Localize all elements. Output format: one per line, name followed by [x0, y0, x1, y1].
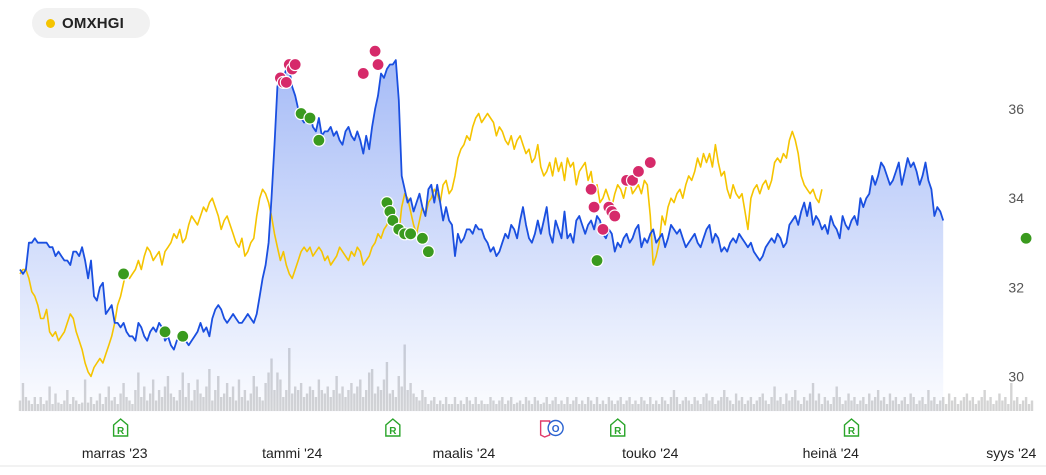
buy-marker — [403, 227, 418, 241]
volume-bar — [962, 397, 966, 411]
volume-bar — [944, 404, 948, 411]
volume-bar — [1010, 383, 1013, 411]
volume-bar — [947, 393, 951, 411]
volume-bar — [959, 400, 963, 411]
volume-bar — [968, 400, 972, 411]
volume-bar — [1021, 400, 1025, 411]
x-tick-label: tammi '24 — [262, 445, 322, 461]
y-tick-label: 30 — [1008, 368, 1024, 384]
legend-series-label: OMXHGI — [62, 14, 125, 32]
sell-marker — [288, 57, 302, 72]
volume-bar — [1030, 400, 1034, 411]
report-event-icon[interactable]: R — [610, 418, 626, 437]
report-event-shape — [843, 418, 860, 437]
volume-bar — [1027, 404, 1031, 411]
y-tick-label: 32 — [1008, 279, 1024, 295]
report-event-letter: R — [848, 426, 856, 437]
sell-marker — [596, 222, 610, 236]
volume-bar — [977, 400, 980, 411]
sell-marker — [584, 182, 598, 196]
sell-marker — [643, 155, 657, 170]
buy-marker — [303, 111, 317, 125]
volume-bar — [1024, 397, 1028, 411]
sell-marker — [368, 44, 382, 58]
volume-bar — [956, 404, 960, 411]
buy-marker — [1019, 231, 1033, 245]
x-tick-label: marras '23 — [82, 445, 148, 461]
x-tick-label: heinä '24 — [803, 445, 860, 461]
volume-bar — [950, 400, 954, 411]
volume-bar — [992, 404, 995, 411]
report-event-icon[interactable]: R — [843, 418, 860, 437]
report-event-icon[interactable]: R — [112, 418, 129, 437]
report-event-shape — [112, 418, 129, 437]
event-icon[interactable]: O — [539, 419, 564, 438]
buy-marker — [421, 245, 435, 259]
buy-marker — [116, 267, 131, 281]
report-event-icon[interactable]: R — [385, 418, 401, 437]
volume-bar — [1016, 397, 1019, 411]
volume-bar — [989, 397, 992, 411]
legend-series-dot — [46, 18, 55, 28]
y-tick-label: 34 — [1008, 190, 1024, 206]
sell-marker — [279, 75, 293, 89]
event-letter: O — [552, 424, 560, 435]
volume-bar — [1018, 404, 1022, 411]
report-event-shape — [610, 418, 626, 437]
volume-bar — [1004, 397, 1007, 411]
buy-marker — [590, 253, 604, 268]
x-tick-label: maalis '24 — [433, 445, 496, 461]
volume-bar — [998, 393, 1001, 411]
report-event-letter: R — [614, 426, 622, 437]
index-series-line — [19, 112, 823, 378]
volume-bar — [980, 397, 983, 411]
sell-marker — [371, 57, 385, 72]
buy-marker — [415, 231, 430, 245]
volume-bar — [974, 404, 977, 411]
sell-marker — [631, 164, 646, 179]
buy-marker — [312, 133, 326, 147]
y-tick-label: 36 — [1008, 101, 1024, 117]
event-shield-shape — [539, 420, 551, 438]
volume-bar — [1001, 400, 1004, 411]
sell-marker — [356, 66, 370, 81]
volume-bar — [1013, 400, 1016, 411]
x-tick-label: touko '24 — [622, 445, 679, 461]
volume-bar — [995, 400, 998, 411]
stock-series-line — [19, 59, 945, 351]
sell-marker — [587, 200, 601, 214]
buy-marker — [176, 329, 190, 343]
buy-marker — [158, 325, 172, 339]
event-circle-shape — [547, 419, 564, 437]
volume-bar — [942, 397, 945, 411]
x-tick-label: syys '24 — [986, 445, 1036, 461]
volume-bar — [986, 400, 989, 411]
legend-chip[interactable]: OMXHGI — [32, 8, 151, 38]
volume-bar — [965, 393, 969, 411]
report-event-letter: R — [389, 426, 397, 437]
volume-bar — [971, 397, 975, 411]
report-event-shape — [385, 418, 401, 437]
volume-bar — [1007, 404, 1010, 411]
report-event-letter: R — [117, 426, 125, 437]
volume-bar — [983, 390, 986, 411]
volume-bar — [953, 397, 957, 411]
sell-marker — [608, 209, 622, 223]
stock-area-fill — [20, 60, 944, 412]
